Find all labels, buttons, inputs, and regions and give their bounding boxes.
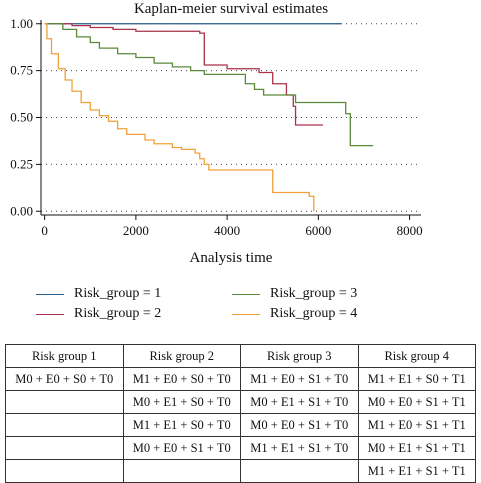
table-cell: M1 + E1 + S1 + T0 [240, 436, 359, 460]
table-cell [240, 459, 359, 483]
legend-swatch [232, 313, 260, 315]
table-cell: M0 + E0 + S1 + T1 [357, 390, 476, 414]
legend-swatch [232, 293, 260, 295]
legend-label: Risk_group = 1 [74, 286, 162, 301]
legend-label: Risk_group = 4 [270, 306, 358, 321]
legend-item-group-4: Risk_group = 4 [232, 306, 357, 322]
y-tick-label: 1.00 [10, 16, 33, 31]
table-cell: M1 + E1 + S0 + T1 [357, 367, 476, 391]
x-axis-label: Analysis time [190, 250, 273, 266]
table-header-row: Risk group 1 Risk group 2 Risk group 3 R… [5, 344, 476, 368]
series-lines [44, 23, 374, 212]
series-line-group-3 [44, 23, 374, 147]
table-cell: M0 + E1 + S0 + T0 [122, 390, 241, 414]
survival-chart: Kaplan-meier survival estimates 0.00 0.25… [10, 1, 422, 266]
y-tick-label: 0.75 [10, 63, 33, 78]
table-cell [5, 459, 124, 483]
table-cell [122, 459, 241, 483]
risk-group-table: Risk group 1 Risk group 2 Risk group 3 R… [5, 344, 476, 483]
table-row: M1 + E1 + S1 + T1 [5, 459, 476, 483]
grid-lines [41, 23, 421, 212]
table-cell: M1 + E0 + S1 + T1 [357, 413, 476, 437]
table-cell: M1 + E0 + S1 + T0 [240, 367, 359, 391]
table-header: Risk group 1 [5, 344, 124, 368]
table-row: M0 + E1 + S0 + T0 M0 + E1 + S1 + T0 M0 +… [5, 390, 476, 414]
table-header: Risk group 3 [240, 344, 359, 368]
table-cell: M0 + E0 + S1 + T0 [122, 436, 241, 460]
x-tick-label: 2000 [123, 223, 149, 238]
table-row: M1 + E1 + S0 + T0 M0 + E0 + S1 + T0 M1 +… [5, 413, 476, 437]
table-cell [5, 413, 124, 437]
x-tick-label: 6000 [305, 223, 331, 238]
table-row: M0 + E0 + S0 + T0 M1 + E0 + S0 + T0 M1 +… [5, 367, 476, 391]
y-tick-label: 0.50 [10, 110, 33, 125]
legend-label: Risk_group = 2 [74, 306, 162, 321]
legend-item-group-2: Risk_group = 2 [36, 306, 161, 322]
legend-item-group-1: Risk_group = 1 [36, 286, 161, 302]
table-header: Risk group 2 [122, 344, 241, 368]
legend-label: Risk_group = 3 [270, 286, 358, 301]
y-tick-label: 0.00 [10, 203, 33, 218]
x-tick-label: 0 [41, 223, 48, 238]
table-cell: M1 + E1 + S0 + T0 [122, 413, 241, 437]
chart-title: Kaplan-meier survival estimates [134, 1, 328, 17]
series-line-group-2 [44, 23, 323, 126]
table-cell: M1 + E1 + S1 + T1 [357, 459, 476, 483]
legend-item-group-3: Risk_group = 3 [232, 286, 357, 302]
table-cell: M0 + E0 + S1 + T0 [240, 413, 359, 437]
table-header: Risk group 4 [357, 344, 476, 368]
legend: Risk_group = 1 Risk_group = 3 Risk_group… [36, 286, 476, 326]
x-tick-label: 4000 [214, 223, 240, 238]
series-line-group-4 [44, 23, 315, 212]
table-row: M0 + E0 + S1 + T0 M1 + E1 + S1 + T0 M0 +… [5, 436, 476, 460]
table-cell [5, 390, 124, 414]
table-cell [5, 436, 124, 460]
x-tick-label: 8000 [397, 223, 423, 238]
table-cell: M0 + E1 + S1 + T0 [240, 390, 359, 414]
table-cell: M0 + E0 + S0 + T0 [5, 367, 124, 391]
table-cell: M1 + E0 + S0 + T0 [122, 367, 241, 391]
axes: 0.00 0.25 0.50 0.75 1.00 0 2000 4000 6000 8000 [10, 16, 422, 238]
table-cell: M0 + E1 + S1 + T1 [357, 436, 476, 460]
legend-swatch [36, 313, 64, 315]
legend-swatch [36, 293, 64, 295]
y-tick-label: 0.25 [10, 156, 33, 171]
